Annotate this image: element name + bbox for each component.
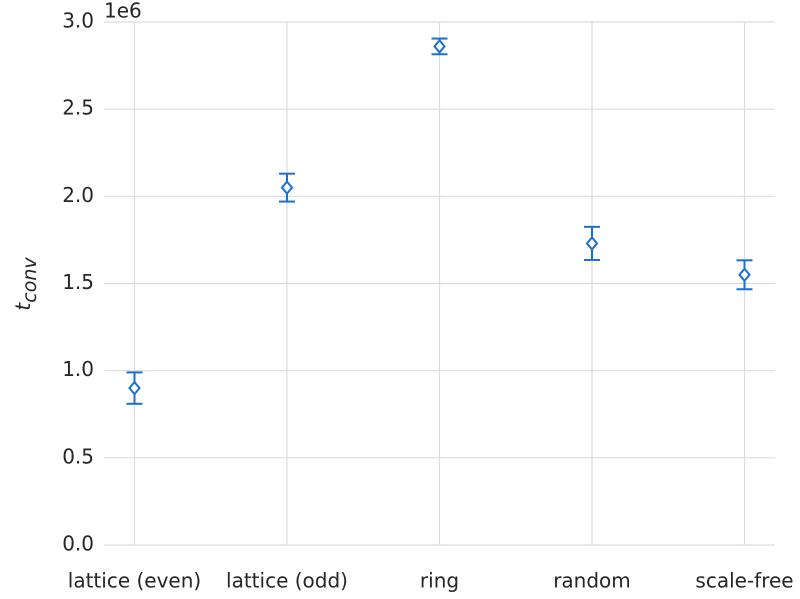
y-tick-label: 3.0 [62, 9, 94, 33]
y-axis-label-main: t [11, 302, 35, 311]
x-tick-label: ring [420, 569, 459, 593]
marker [738, 267, 751, 283]
x-tick-label: lattice (even) [68, 569, 201, 593]
error-bar [126, 371, 143, 405]
x-tick-label: random [553, 569, 631, 593]
y-tick-label: 2.5 [62, 96, 94, 120]
y-tick-label: 1.5 [62, 270, 94, 294]
marker [433, 38, 446, 54]
x-tick-label: scale-free [695, 569, 793, 593]
marker [585, 235, 599, 251]
marker [280, 180, 294, 196]
error-bar [431, 37, 448, 56]
error-bar [584, 225, 600, 261]
x-tick-label: lattice (odd) [226, 569, 348, 593]
y-tick-label: 1.0 [62, 357, 94, 381]
y-axis-label: tconv [11, 257, 41, 311]
y-axis-label-subscript: conv [19, 257, 41, 303]
y-tick-label: 0.0 [62, 532, 94, 556]
offset-label: 1e6 [104, 0, 142, 23]
y-tick-label: 2.0 [62, 183, 94, 207]
error-bar [736, 259, 753, 291]
y-tick-label: 0.5 [62, 444, 94, 468]
marker [128, 380, 141, 396]
error-bar [279, 172, 295, 203]
